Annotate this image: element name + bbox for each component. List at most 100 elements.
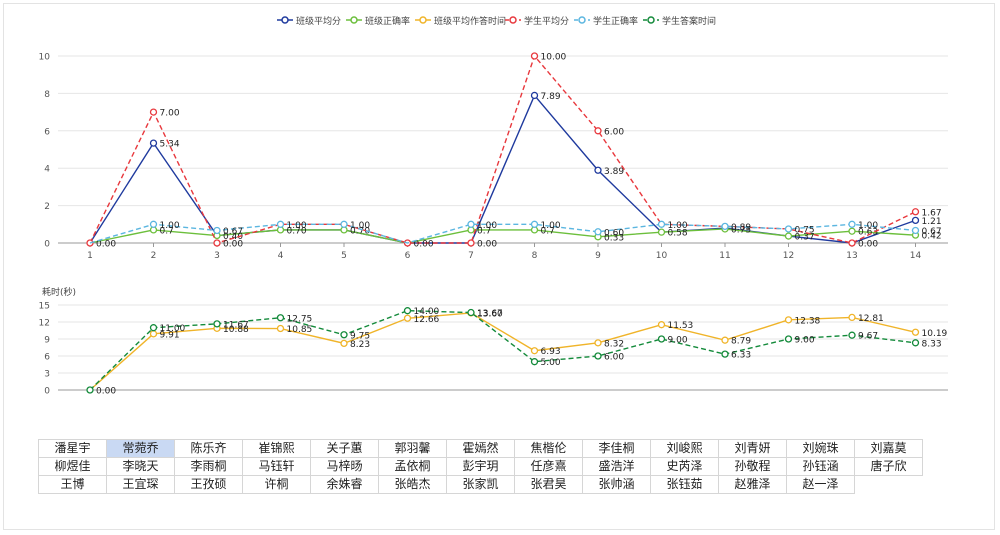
student-cell[interactable]: 任彦熹: [514, 457, 583, 476]
c1-data-label-3-11: 0.75: [795, 225, 815, 235]
c1-xlabel-3: 4: [278, 251, 284, 261]
student-cell[interactable]: 王宜琛: [106, 475, 175, 494]
c1-data-label-3-10: 0.89: [731, 223, 751, 233]
c2-data-label-1-10: 6.33: [731, 351, 751, 361]
time-chart: 0 3 6 9 12 15 耗时(秒) 9.91 10.88 10.85 8.23 12.66 13.6…: [39, 286, 948, 397]
student-row: 潘星宇 常菀乔 陈乐齐 崔锦熙 关子蕙 郭羽馨 霍嫣然 焦楷伦 李佳桐 刘峻熙 刘青妍 刘婉珠 刘嘉莫: [38, 439, 923, 458]
c2-point-0-10: [721, 336, 729, 344]
student-cell[interactable]: 张帅涵: [582, 475, 651, 494]
student-cell[interactable]: 王博: [38, 475, 107, 494]
c1-xlabel-8: 9: [595, 251, 601, 261]
student-cell[interactable]: 张钰茹: [650, 475, 719, 494]
c2-data-label-0-1: 9.91: [160, 330, 180, 340]
student-cell[interactable]: 李雨桐: [174, 457, 243, 476]
c2-series-line-0: [89, 312, 916, 391]
student-cell[interactable]: 张君昊: [514, 475, 583, 494]
c2-point-0-4: [340, 339, 348, 348]
student-cell[interactable]: 唐子欣: [854, 457, 923, 476]
c1-data-label-1-11: 0.37: [795, 233, 815, 243]
c1-data-label-2-12: 0.00: [858, 240, 878, 250]
c2-data-label-1-3: 12.75: [287, 314, 313, 324]
c1-data-label-3-2: 0.67: [223, 227, 243, 237]
student-cell[interactable]: 孙敬程: [718, 457, 787, 476]
c1-xlabel-9: 10: [656, 251, 668, 261]
c2-data-label-0-2: 10.88: [223, 325, 249, 335]
student-cell[interactable]: 彭宇玥: [446, 457, 515, 476]
student-cell[interactable]: 潘星宇: [38, 439, 107, 458]
c1-ytick-0: 0: [44, 240, 50, 250]
c2-data-label-1-2: 11.67: [223, 320, 249, 330]
legend-label-0: 班级平均分: [296, 15, 341, 27]
c1-point-3-8: [594, 228, 602, 236]
c1-data-label-3-1: 1.00: [160, 221, 180, 231]
c2-data-label-0-3: 10.85: [287, 325, 313, 335]
student-cell[interactable]: 柳煜佳: [38, 457, 107, 476]
c2-data-label-1-6: 13.67: [477, 309, 503, 319]
student-cell[interactable]: 刘嘉莫: [854, 439, 923, 458]
student-cell[interactable]: 常菀乔: [106, 439, 175, 458]
student-cell[interactable]: 许桐: [242, 475, 311, 494]
c1-point-3-12: [848, 220, 856, 228]
c1-point-2-2: [213, 239, 221, 247]
c1-data-label-1-10: 0.75: [731, 225, 751, 235]
legend-item-1[interactable]: 班级正确率: [346, 15, 410, 27]
student-cell[interactable]: 焦楷伦: [514, 439, 583, 458]
student-cell[interactable]: 李晓天: [106, 457, 175, 476]
student-cell[interactable]: 赵雅泽: [718, 475, 787, 494]
c1-series-line-1: [89, 228, 916, 244]
student-cell[interactable]: 陈乐齐: [174, 439, 243, 458]
student-cell[interactable]: 马梓旸: [310, 457, 379, 476]
legend-item-0[interactable]: 班级平均分: [277, 15, 341, 27]
legend-item-3[interactable]: 学生平均分: [505, 15, 569, 27]
c1-xlabel-13: 14: [910, 251, 922, 261]
c2-point-0-1: [149, 330, 158, 338]
student-cell[interactable]: 张家凯: [446, 475, 515, 494]
c2-point-1-4: [340, 331, 348, 339]
student-cell[interactable]: 王孜硕: [174, 475, 243, 494]
legend-marker-1: [350, 16, 358, 24]
student-cell[interactable]: 赵一泽: [786, 475, 855, 494]
student-cell[interactable]: 史芮泽: [650, 457, 719, 476]
student-cell[interactable]: 刘峻熙: [650, 439, 719, 458]
c1-point-3-10: [721, 222, 729, 231]
student-cell[interactable]: 余姝睿: [310, 475, 379, 494]
c1-point-1-11: [784, 232, 793, 240]
legend-item-5[interactable]: 学生答案时间: [643, 15, 716, 27]
c2-ytick-0: 0: [44, 387, 50, 397]
c1-data-label-3-6: 1.00: [477, 221, 497, 231]
c1-xlabel-12: 13: [846, 251, 857, 261]
student-cell[interactable]: 孙钰涵: [786, 457, 855, 476]
c2-point-1-12: [848, 331, 856, 339]
student-cell[interactable]: 马钰轩: [242, 457, 311, 476]
legend-item-4[interactable]: 学生正确率: [574, 15, 638, 27]
student-cell[interactable]: 刘青妍: [718, 439, 787, 458]
student-cell[interactable]: 张皓杰: [378, 475, 447, 494]
c2-data-label-1-11: 9.00: [795, 336, 815, 346]
legend-label-4: 学生正确率: [593, 15, 638, 27]
c2-ytick-3: 9: [44, 336, 50, 346]
student-table: 潘星宇 常菀乔 陈乐齐 崔锦熙 关子蕙 郭羽馨 霍嫣然 焦楷伦 李佳桐 刘峻熙 刘青妍 刘婉珠 刘嘉莫柳…: [38, 439, 923, 494]
chart-legend: 班级平均分 班级正确率 班级平均作答时间 学生平均分 学生正确率 学生答案时间: [277, 15, 716, 27]
c1-xlabel-0: 1: [87, 251, 93, 261]
c1-xlabel-10: 11: [719, 251, 730, 261]
legend-item-2[interactable]: 班级平均作答时间: [415, 15, 506, 27]
c1-xlabel-6: 7: [468, 251, 474, 261]
student-cell[interactable]: 郭羽馨: [378, 439, 447, 458]
student-cell[interactable]: 孟依桐: [378, 457, 447, 476]
student-cell[interactable]: 刘婉珠: [786, 439, 855, 458]
student-cell[interactable]: 盛浩洋: [582, 457, 651, 476]
c2-data-label-0-13: 10.19: [922, 329, 948, 339]
student-cell[interactable]: 李佳桐: [582, 439, 651, 458]
c1-data-label-3-4: 1.00: [350, 221, 370, 231]
student-cell[interactable]: 崔锦熙: [242, 439, 311, 458]
c2-data-label-1-9: 9.00: [668, 336, 688, 346]
student-row: 王博 王宜琛 王孜硕 许桐 余姝睿 张皓杰 张家凯 张君昊 张帅涵 张钰茹 赵雅泽 赵一泽: [38, 475, 923, 494]
c2-data-label-0-12: 12.81: [858, 314, 884, 324]
student-cell[interactable]: 关子蕙: [310, 439, 379, 458]
legend-marker-4: [578, 16, 586, 24]
c1-data-label-1-13: 0.42: [922, 232, 942, 242]
student-cell[interactable]: 霍嫣然: [446, 439, 515, 458]
c1-data-label-1-6: 0.7: [477, 226, 491, 236]
c1-data-label-2-7: 10.00: [541, 53, 567, 63]
